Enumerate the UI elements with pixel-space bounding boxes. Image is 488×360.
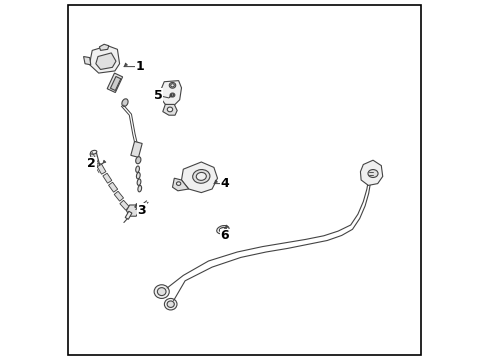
Polygon shape: [172, 178, 188, 191]
Polygon shape: [110, 77, 121, 90]
Ellipse shape: [164, 298, 177, 310]
Ellipse shape: [176, 182, 181, 185]
Ellipse shape: [136, 166, 139, 172]
Ellipse shape: [135, 157, 141, 164]
Polygon shape: [96, 53, 116, 69]
Polygon shape: [131, 141, 142, 157]
Polygon shape: [163, 104, 177, 115]
Polygon shape: [108, 182, 118, 192]
Ellipse shape: [170, 93, 175, 97]
Text: 3: 3: [137, 204, 146, 217]
Ellipse shape: [122, 99, 128, 107]
Ellipse shape: [367, 170, 377, 177]
Ellipse shape: [171, 94, 173, 96]
Ellipse shape: [216, 225, 228, 234]
Polygon shape: [97, 164, 106, 174]
Polygon shape: [89, 46, 120, 73]
Ellipse shape: [138, 185, 142, 192]
Ellipse shape: [136, 172, 140, 179]
Polygon shape: [102, 173, 112, 183]
Polygon shape: [126, 205, 139, 216]
Ellipse shape: [154, 285, 169, 298]
Ellipse shape: [169, 82, 175, 88]
Polygon shape: [90, 152, 100, 168]
Ellipse shape: [157, 288, 166, 296]
Ellipse shape: [167, 107, 172, 112]
Text: 6: 6: [220, 229, 228, 242]
Text: 2: 2: [87, 157, 96, 170]
Ellipse shape: [137, 179, 141, 185]
Ellipse shape: [170, 84, 174, 87]
Ellipse shape: [196, 172, 206, 180]
Polygon shape: [99, 44, 108, 50]
Polygon shape: [114, 191, 123, 201]
Text: 5: 5: [153, 89, 162, 102]
Polygon shape: [160, 81, 181, 105]
Polygon shape: [360, 160, 382, 185]
Ellipse shape: [192, 170, 209, 183]
Ellipse shape: [167, 301, 174, 307]
Text: 4: 4: [220, 177, 228, 190]
Ellipse shape: [219, 228, 226, 232]
Polygon shape: [107, 73, 122, 93]
Ellipse shape: [90, 150, 97, 154]
Text: 1: 1: [136, 60, 144, 73]
Polygon shape: [120, 200, 129, 210]
Polygon shape: [181, 162, 217, 193]
Polygon shape: [125, 211, 132, 219]
Polygon shape: [83, 57, 91, 65]
